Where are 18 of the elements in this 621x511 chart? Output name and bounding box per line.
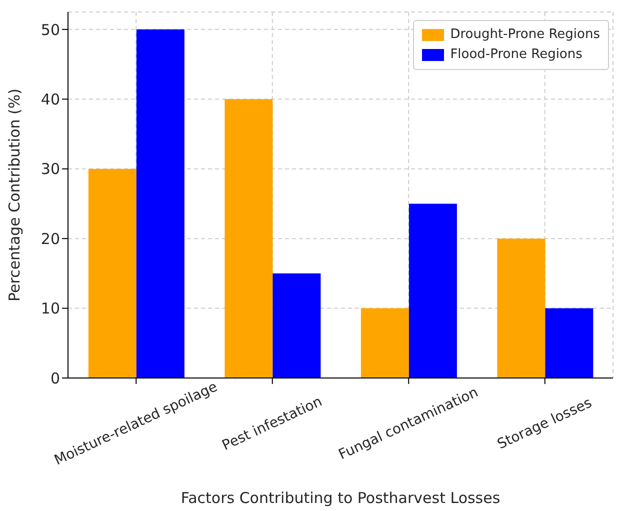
bar: [272, 273, 321, 378]
bar: [88, 168, 136, 378]
bar: [136, 29, 184, 378]
y-tick-label: 50: [40, 20, 60, 39]
bar: [224, 99, 273, 378]
y-tick-label: 0: [50, 369, 60, 388]
y-axis-title: Percentage Contribution (%): [5, 88, 24, 302]
legend-label: Flood-Prone Regions: [450, 46, 582, 64]
legend-label: Drought-Prone Regions: [450, 26, 600, 44]
bar: [360, 308, 409, 378]
x-axis-title: Factors Contributing to Postharvest Losses: [180, 489, 500, 507]
bar: [408, 204, 457, 378]
y-tick-label: 40: [40, 90, 60, 108]
y-tick-label: 30: [40, 160, 60, 178]
bar: [545, 308, 594, 378]
y-tick-label: 20: [40, 230, 60, 248]
y-tick-label: 10: [40, 300, 60, 318]
bar: [497, 238, 546, 378]
